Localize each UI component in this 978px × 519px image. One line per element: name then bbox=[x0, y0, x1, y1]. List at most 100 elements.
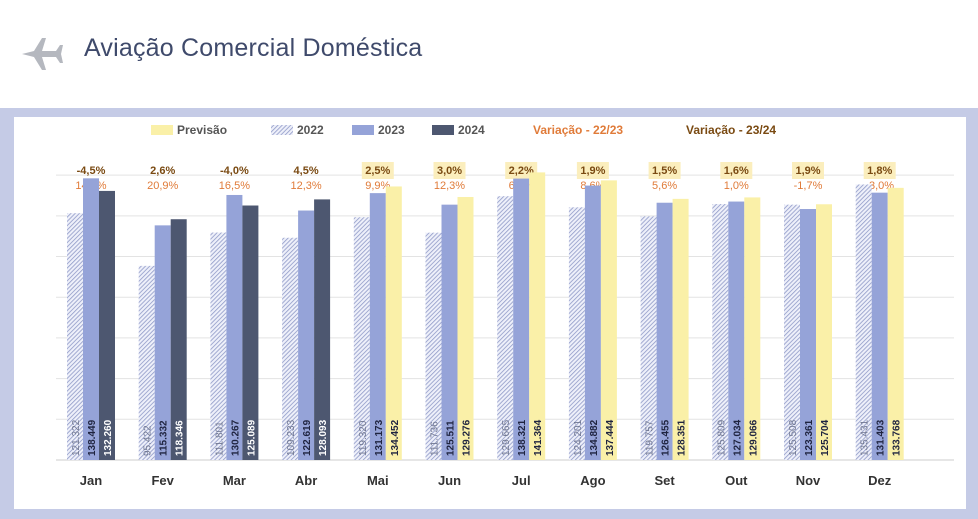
bar-2022-value-label: 95.422 bbox=[143, 425, 154, 456]
bar-2024-previsao-value-label: 129.066 bbox=[748, 419, 759, 456]
bar-2023-value-label: 125.511 bbox=[446, 420, 457, 456]
bar-2024-previsao-value-label: 134.452 bbox=[390, 419, 401, 456]
variation-23-24-label: 4,5% bbox=[294, 165, 319, 177]
bar-2023-value-label: 123.361 bbox=[804, 419, 815, 456]
bar-2022 bbox=[353, 217, 370, 460]
legend-2022-swatch bbox=[271, 125, 293, 135]
bar-2022-value-label: 129.665 bbox=[501, 419, 512, 456]
x-tick-label: Set bbox=[654, 473, 675, 488]
legend-variacao-22-23: Variação - 22/23 bbox=[533, 123, 623, 137]
bar-2024-previsao bbox=[887, 187, 904, 460]
bar-2023 bbox=[513, 178, 530, 460]
bar-2024 bbox=[314, 199, 331, 460]
bar-2023-value-label: 130.267 bbox=[230, 419, 241, 456]
bar-2023-value-label: 115.332 bbox=[159, 420, 170, 456]
page-title: Aviação Comercial Doméstica bbox=[84, 34, 423, 62]
bar-2022 bbox=[568, 207, 585, 460]
variation-22-23-label: -3,0% bbox=[865, 180, 894, 192]
legend-2024-swatch bbox=[432, 125, 454, 135]
bar-2024-previsao bbox=[672, 198, 689, 460]
legend-2024-label: 2024 bbox=[458, 123, 485, 137]
bar-2022-value-label: 119.320 bbox=[358, 420, 369, 456]
bar-2023 bbox=[441, 204, 458, 460]
legend-2022-label: 2022 bbox=[297, 123, 324, 137]
bar-2023 bbox=[83, 178, 99, 461]
variation-22-23-label: 16,5% bbox=[219, 180, 250, 192]
bars: 121.322 138.449 132.260 95.422 115.332 118.34… bbox=[67, 172, 904, 461]
bar-2022 bbox=[497, 196, 514, 460]
bar-2022-value-label: 109.233 bbox=[286, 419, 297, 456]
variation-23-24-label: 1,5% bbox=[652, 165, 677, 177]
variation-22-23-label: 12,3% bbox=[434, 180, 465, 192]
legend-previsao-label: Previsão bbox=[177, 123, 227, 137]
x-tick-label: Jul bbox=[512, 473, 531, 488]
x-axis-labels: Jan Fev Mar Abr Mai Jun Jul Ago Set Out Nov Dez bbox=[80, 473, 892, 488]
bar-2023 bbox=[800, 209, 816, 460]
bar-2024-value-label: 128.093 bbox=[318, 419, 329, 456]
bar-2022-value-label: 125.508 bbox=[788, 419, 799, 456]
bar-2024-previsao-value-label: 133.768 bbox=[892, 419, 903, 456]
bar-2024-value-label: 132.260 bbox=[103, 419, 114, 456]
bar-2024 bbox=[242, 205, 259, 460]
variation-23-24-label: 1,9% bbox=[580, 165, 605, 177]
bar-2022 bbox=[784, 204, 800, 460]
x-tick-label: Mai bbox=[367, 473, 389, 488]
bar-2023-value-label: 126.455 bbox=[661, 419, 672, 456]
bar-2022 bbox=[712, 204, 729, 460]
legend-previsao-swatch bbox=[151, 125, 173, 135]
x-tick-label: Abr bbox=[295, 473, 317, 488]
variation-23-24-label: 1,9% bbox=[795, 165, 820, 177]
bar-2022-value-label: 135.431 bbox=[860, 419, 871, 456]
bar-2022 bbox=[640, 216, 657, 460]
variation-highlight bbox=[792, 162, 824, 179]
bar-2024-previsao bbox=[385, 186, 402, 460]
variation-22-23-label: 5,6% bbox=[652, 180, 677, 192]
variation-23-24-label: 2,6% bbox=[150, 165, 175, 177]
bar-2022-value-label: 111.801 bbox=[214, 421, 225, 456]
bar-2024-value-label: 118.346 bbox=[175, 420, 186, 456]
header: Aviação Comercial Doméstica bbox=[0, 0, 978, 100]
variation-22-23-label: -1,7% bbox=[794, 180, 823, 192]
bar-2024-previsao bbox=[744, 197, 761, 460]
variation-highlight bbox=[433, 162, 466, 179]
variation-highlight bbox=[863, 162, 896, 179]
legend-2023-swatch bbox=[352, 125, 374, 135]
legend: Previsão 2022 2023 2024 Variação - 22/23 Vari… bbox=[151, 123, 776, 137]
bar-2022 bbox=[67, 213, 83, 460]
variation-22-23-label: 1,0% bbox=[724, 180, 749, 192]
legend-variacao-23-24: Variação - 23/24 bbox=[686, 123, 776, 137]
bar-chart: Previsão 2022 2023 2024 Variação - 22/23 Vari… bbox=[56, 123, 954, 488]
bar-2022-value-label: 121.322 bbox=[71, 419, 82, 456]
x-tick-label: Nov bbox=[796, 473, 821, 488]
bar-2023 bbox=[656, 202, 673, 460]
bar-2022 bbox=[425, 232, 442, 460]
bar-2024 bbox=[170, 219, 187, 460]
variation-highlight bbox=[648, 162, 681, 179]
bar-2024-previsao-value-label: 129.276 bbox=[462, 419, 473, 456]
bar-2023-value-label: 122.619 bbox=[302, 419, 313, 456]
bar-2023-value-label: 127.034 bbox=[732, 419, 743, 456]
variation-highlight bbox=[576, 162, 609, 179]
bar-2024-previsao bbox=[457, 196, 474, 460]
bar-2024-previsao bbox=[816, 204, 832, 460]
bar-2022 bbox=[210, 232, 227, 460]
bar-2022 bbox=[855, 184, 872, 460]
x-tick-label: Dez bbox=[868, 473, 892, 488]
bar-2024-previsao-value-label: 141.364 bbox=[533, 419, 544, 456]
bar-2023 bbox=[871, 192, 888, 460]
variation-23-24-label: -4,0% bbox=[220, 165, 249, 177]
x-tick-label: Out bbox=[725, 473, 748, 488]
bar-2022-value-label: 111.736 bbox=[430, 421, 441, 456]
bar-2024-previsao-value-label: 125.704 bbox=[820, 419, 831, 456]
variation-23-24-label: 1,8% bbox=[867, 165, 892, 177]
variation-23-24-label: 1,6% bbox=[724, 165, 749, 177]
chart-panel: Previsão 2022 2023 2024 Variação - 22/23 Vari… bbox=[14, 117, 966, 509]
variation-22-23-label: 12,3% bbox=[290, 180, 321, 192]
bar-2022-value-label: 124.201 bbox=[573, 419, 584, 456]
bar-2023 bbox=[584, 185, 601, 460]
legend-2023-label: 2023 bbox=[378, 123, 405, 137]
variation-22-23-label: 9,9% bbox=[365, 180, 390, 192]
airplane-icon bbox=[22, 38, 63, 70]
bar-2023 bbox=[154, 225, 171, 460]
bar-2022 bbox=[138, 265, 155, 460]
